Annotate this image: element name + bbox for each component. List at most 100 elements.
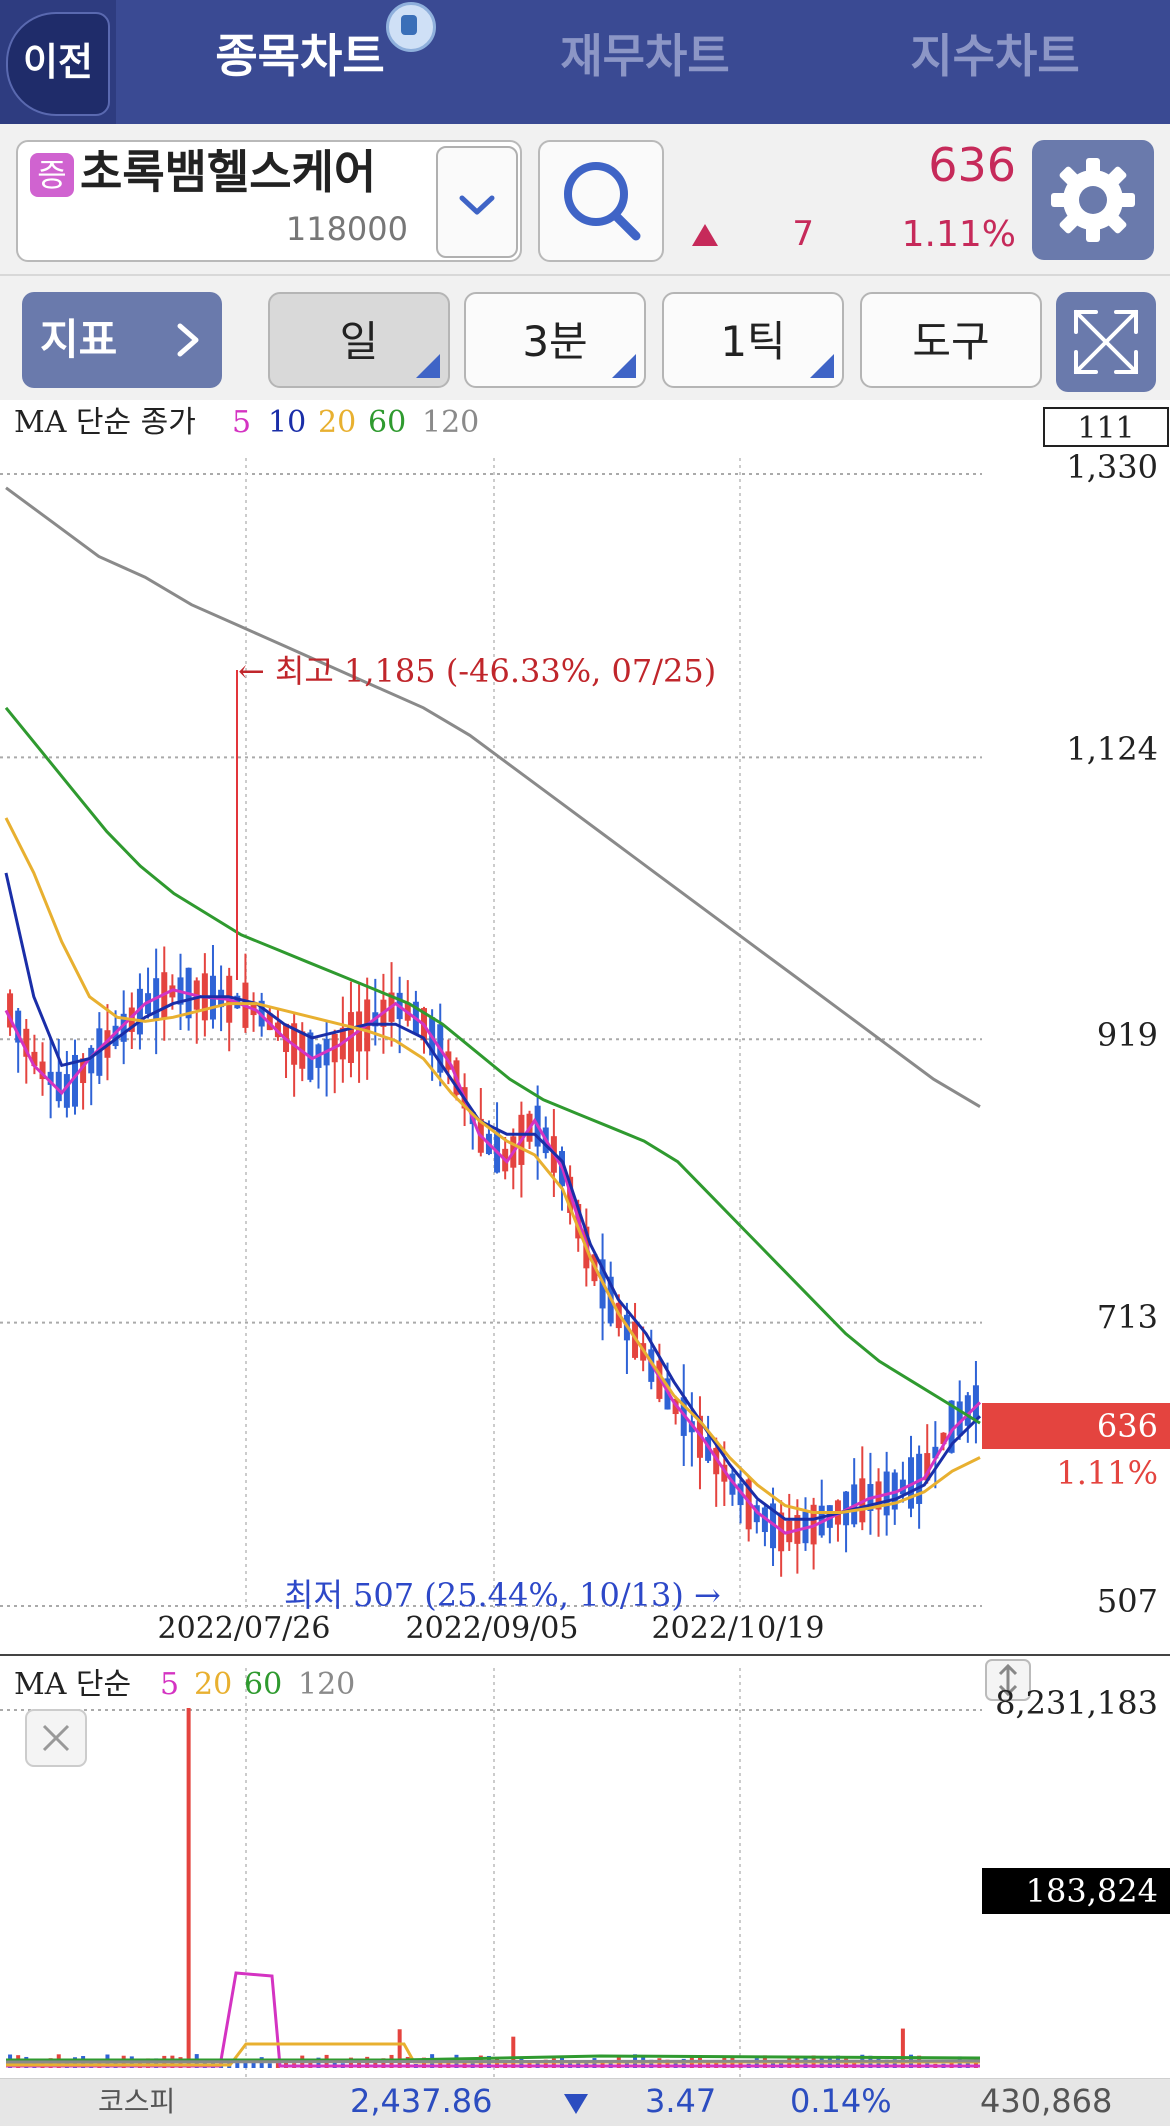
price-axis: 111 1,330 1,124 919 713 507 636 1.11% 20… bbox=[158, 407, 1170, 1646]
y-tick-713: 713 bbox=[1097, 1298, 1158, 1336]
candle-body bbox=[737, 1483, 744, 1506]
volume-bar bbox=[284, 2060, 289, 2068]
dropdown-corner-icon bbox=[612, 354, 636, 378]
volume-bar bbox=[308, 2059, 313, 2068]
volume-legend: MA 단순 5 20 60 120 bbox=[14, 1667, 355, 1702]
candle-body bbox=[956, 1401, 963, 1436]
back-button-shape bbox=[6, 12, 110, 116]
volume-bar bbox=[235, 2062, 240, 2068]
y-tick-1124: 1,124 bbox=[1066, 730, 1158, 768]
stock-dropdown-button[interactable] bbox=[436, 146, 518, 258]
index-name: 코스피 bbox=[98, 2085, 176, 2118]
volume-close-button[interactable] bbox=[25, 1709, 87, 1767]
period-minute-button[interactable]: 3분 bbox=[464, 292, 646, 388]
volume-bar bbox=[275, 2063, 280, 2068]
candle-body bbox=[940, 1432, 947, 1445]
fullscreen-button[interactable] bbox=[1056, 292, 1156, 392]
tab-stock-chart[interactable]: 종목차트 bbox=[215, 29, 385, 83]
candle-body bbox=[47, 1071, 54, 1085]
back-button-label: 이전 bbox=[23, 40, 93, 84]
legend-ma10: 10 bbox=[268, 405, 306, 440]
price-chart[interactable]: ← 최고 1,185 (-46.33%, 07/25) 최저 507 (25.4… bbox=[0, 398, 1170, 1656]
dropdown-corner-icon bbox=[810, 354, 834, 378]
index-change-percent: 0.14% bbox=[790, 2082, 892, 2120]
current-pct-label: 1.11% bbox=[1056, 1454, 1158, 1492]
candle-body bbox=[916, 1453, 923, 1504]
stock-name[interactable]: 초록뱀헬스케어 bbox=[80, 145, 377, 199]
volume-bar bbox=[373, 2060, 378, 2068]
legend-ma120: 120 bbox=[422, 405, 479, 440]
vol-ma-line-120 bbox=[5, 2059, 981, 2064]
volume-bar bbox=[884, 2059, 889, 2068]
volume-bar bbox=[649, 2059, 654, 2068]
x-tick-1019: 2022/10/19 bbox=[652, 1611, 825, 1646]
expand-icon bbox=[1074, 310, 1138, 374]
price-legend: MA 단순 종가 5 10 20 60 120 bbox=[14, 405, 479, 440]
price-change: 7 bbox=[792, 214, 814, 254]
volume-bar bbox=[397, 2029, 402, 2068]
vol-ma-line-60 bbox=[6, 2054, 981, 2062]
candle-body bbox=[88, 1047, 95, 1074]
volume-bars bbox=[8, 1708, 978, 2068]
candle-body bbox=[31, 1051, 38, 1067]
current-price-tag-value: 636 bbox=[1097, 1407, 1158, 1445]
ma-line-60 bbox=[4, 706, 981, 1425]
indicator-button[interactable]: 지표 bbox=[22, 292, 222, 388]
resize-handle[interactable] bbox=[985, 1659, 1031, 1701]
settings-button[interactable] bbox=[1032, 140, 1154, 260]
legend-ma20: 20 bbox=[318, 405, 356, 440]
current-price-tag bbox=[982, 1403, 1170, 1449]
candle-body bbox=[924, 1453, 931, 1481]
volume-grid bbox=[0, 1668, 982, 2078]
stock-code: 118000 bbox=[285, 210, 408, 248]
count-box-value: 111 bbox=[1077, 411, 1134, 446]
volume-bar bbox=[243, 2061, 248, 2068]
index-volume: 430,868 bbox=[980, 2082, 1113, 2120]
volume-bar bbox=[186, 1708, 191, 2068]
volume-axis: 8,231,183 183,824 bbox=[982, 1684, 1170, 1914]
ma-line-5 bbox=[4, 988, 982, 1535]
y-tick-1330: 1,330 bbox=[1066, 448, 1158, 486]
period-day-button[interactable]: 일 bbox=[268, 292, 450, 388]
tab-financial-chart[interactable]: 재무차트 bbox=[560, 29, 730, 83]
volume-chart[interactable]: MA 단순 5 20 60 120 8,231,183 183,824 bbox=[0, 1658, 1170, 2078]
price-annotations: ← 최고 1,185 (-46.33%, 07/25) 최저 507 (25.4… bbox=[236, 652, 721, 1614]
search-icon bbox=[564, 162, 641, 241]
high-annotation: ← 최고 1,185 (-46.33%, 07/25) bbox=[238, 652, 716, 690]
refresh-badge-icon[interactable] bbox=[386, 2, 436, 52]
back-button[interactable]: 이전 bbox=[0, 0, 116, 124]
close-icon bbox=[42, 1724, 70, 1752]
period-tick-button[interactable]: 1틱 bbox=[662, 292, 844, 388]
candle-body bbox=[729, 1473, 736, 1495]
period-tick-label: 1틱 bbox=[720, 317, 786, 366]
candle-body bbox=[71, 1054, 78, 1107]
volume-legend-title: MA 단순 bbox=[14, 1667, 131, 1702]
candle-body bbox=[39, 1061, 46, 1080]
volume-ma-lines bbox=[5, 1971, 981, 2068]
candle-body bbox=[713, 1447, 720, 1475]
index-change: 3.47 bbox=[645, 2082, 717, 2120]
price-change-percent: 1.11% bbox=[901, 214, 1016, 255]
volume-bar bbox=[965, 2060, 970, 2068]
volume-bar bbox=[40, 2058, 45, 2068]
candle-body bbox=[908, 1457, 915, 1509]
candle-body bbox=[63, 1074, 70, 1108]
vol-legend-ma5: 5 bbox=[160, 1667, 179, 1702]
search-button[interactable] bbox=[538, 140, 664, 262]
tools-button[interactable]: 도구 bbox=[860, 292, 1042, 388]
count-box bbox=[1043, 407, 1169, 447]
volume-bar bbox=[381, 2058, 386, 2068]
tools-button-label: 도구 bbox=[912, 317, 990, 366]
volume-bar bbox=[608, 2060, 613, 2068]
ma-line-120 bbox=[5, 486, 981, 1108]
chevron-right-icon bbox=[177, 323, 199, 357]
candle-body bbox=[932, 1446, 939, 1459]
indicator-button-label: 지표 bbox=[40, 315, 118, 364]
x-tick-0905: 2022/09/05 bbox=[406, 1611, 579, 1646]
tab-index-chart[interactable]: 지수차트 bbox=[910, 29, 1080, 83]
candle-body bbox=[721, 1464, 728, 1482]
candle-body bbox=[7, 993, 14, 1028]
low-annotation: 최저 507 (25.44%, 10/13) → bbox=[284, 1576, 721, 1614]
candle-body bbox=[745, 1479, 752, 1530]
candle-body bbox=[15, 1010, 22, 1043]
